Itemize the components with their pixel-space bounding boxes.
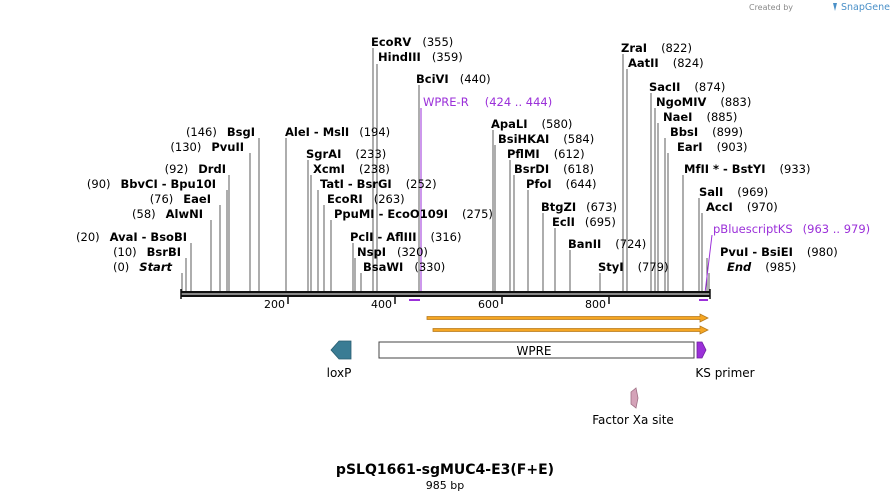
site-zrai: ZraI (822): [621, 41, 692, 55]
primer-pbluescriptks: pBluescriptKS (963 .. 979): [713, 222, 870, 236]
site-nspi: NspI (320): [357, 245, 428, 259]
feature-ks-primer-label: KS primer: [695, 366, 754, 380]
site-naei: NaeI (885): [663, 110, 737, 124]
credit-prefix: Created by: [749, 3, 793, 12]
site-eaei: (76) EaeI: [150, 192, 211, 206]
feature-factor-xa: [630, 387, 639, 409]
site-aatii: AatII (824): [628, 56, 704, 70]
site-drdi: (92) DrdI: [165, 162, 226, 176]
site-end: End (985): [727, 260, 796, 274]
site-pflmi: PflMI (612): [507, 147, 585, 161]
site-pfoi: PfoI (644): [526, 177, 597, 191]
primer-pbluescriptks-mark: [699, 299, 708, 301]
site-alwni: (58) AlwNI: [132, 207, 203, 221]
site-eari: EarI (903): [677, 140, 748, 154]
ruler-tick-200: 200: [264, 298, 285, 311]
site-styi: StyI (779): [598, 260, 669, 274]
map-title: pSLQ1661-sgMUC4-E3(F+E): [336, 462, 554, 478]
site-mfii-bstyi: MfII * - BstYI (933): [684, 162, 810, 176]
site-start: (0) Start: [113, 260, 173, 274]
enzyme-leader-lines: [181, 48, 710, 293]
ruler-tick-800: 800: [585, 298, 606, 311]
site-ecori: EcoRI (263): [327, 192, 405, 206]
site-acci: AccI (970): [706, 200, 778, 214]
site-apali: ApaLI (580): [491, 117, 572, 131]
site-ngomiv: NgoMIV (883): [656, 95, 751, 109]
primer-wpre-r-mark: [409, 299, 420, 301]
feature-wpre-label: WPRE: [516, 344, 551, 358]
site-bsgi: (146) BsgI: [186, 125, 255, 139]
site-ecorv: EcoRV (355): [371, 35, 453, 49]
orf-arrow-1: [426, 313, 709, 323]
orf-arrow-2: [432, 325, 709, 335]
site-xcmi: XcmI (238): [313, 162, 390, 176]
enzyme-labels: EcoRV (355) HindIII (359) BciVI (440) (146)…: [76, 35, 838, 274]
site-bsrdi: BsrDI (618): [514, 162, 594, 176]
site-sgrai: SgrAI (233): [306, 147, 386, 161]
ruler-tick-400: 400: [371, 298, 392, 311]
site-hindiii: HindIII (359): [378, 50, 463, 64]
feature-factor-xa-label: Factor Xa site: [592, 413, 674, 427]
site-ecli: EclI (695): [552, 215, 616, 229]
site-pvui-bsiei: PvuI - BsiEI (980): [720, 245, 838, 259]
ruler: 200 400 600 800: [264, 297, 610, 311]
site-tati-bsrgi: TatI - BsrGI (252): [320, 177, 437, 191]
site-sacii: SacII (874): [649, 80, 725, 94]
site-pcli-afliii: PclI - AflIII (316): [350, 230, 461, 244]
site-banii: BanII (724): [568, 237, 646, 251]
feature-loxp-label: loxP: [327, 366, 352, 380]
site-sali: SalI (969): [699, 185, 768, 199]
site-bsawi: BsaWI (330): [363, 260, 445, 274]
snapgene-logo-icon: [833, 3, 837, 11]
site-alei-msli: AleI - MslI (194): [285, 125, 390, 139]
site-bsihkai: BsiHKAI (584): [498, 132, 594, 146]
feature-ks-primer: [696, 341, 707, 359]
primer-wpre-r: WPRE-R (424 .. 444): [423, 95, 552, 109]
feature-loxp: [330, 340, 352, 360]
ruler-tick-600: 600: [478, 298, 499, 311]
map-length: 985 bp: [426, 479, 464, 492]
site-bsrbi: (10) BsrBI: [113, 245, 181, 259]
site-btgzi: BtgZI (673): [541, 200, 617, 214]
sequence-bar: [180, 289, 711, 299]
primer-leader-lines: [420, 108, 713, 294]
site-avai-bsobi: (20) AvaI - BsoBI: [76, 230, 187, 244]
site-ppumi-ecoo109i: PpuMI - EcoO109I (275): [334, 207, 493, 221]
site-pvuii: (130) PvuII: [170, 140, 244, 154]
site-bbvci-bpu10i: (90) BbvCI - Bpu10I: [87, 177, 216, 191]
site-bcivi: BciVI (440): [416, 72, 491, 86]
feature-wpre: [378, 341, 695, 359]
credit-brand: SnapGene: [841, 2, 890, 13]
site-bbsi: BbsI (899): [670, 125, 743, 139]
